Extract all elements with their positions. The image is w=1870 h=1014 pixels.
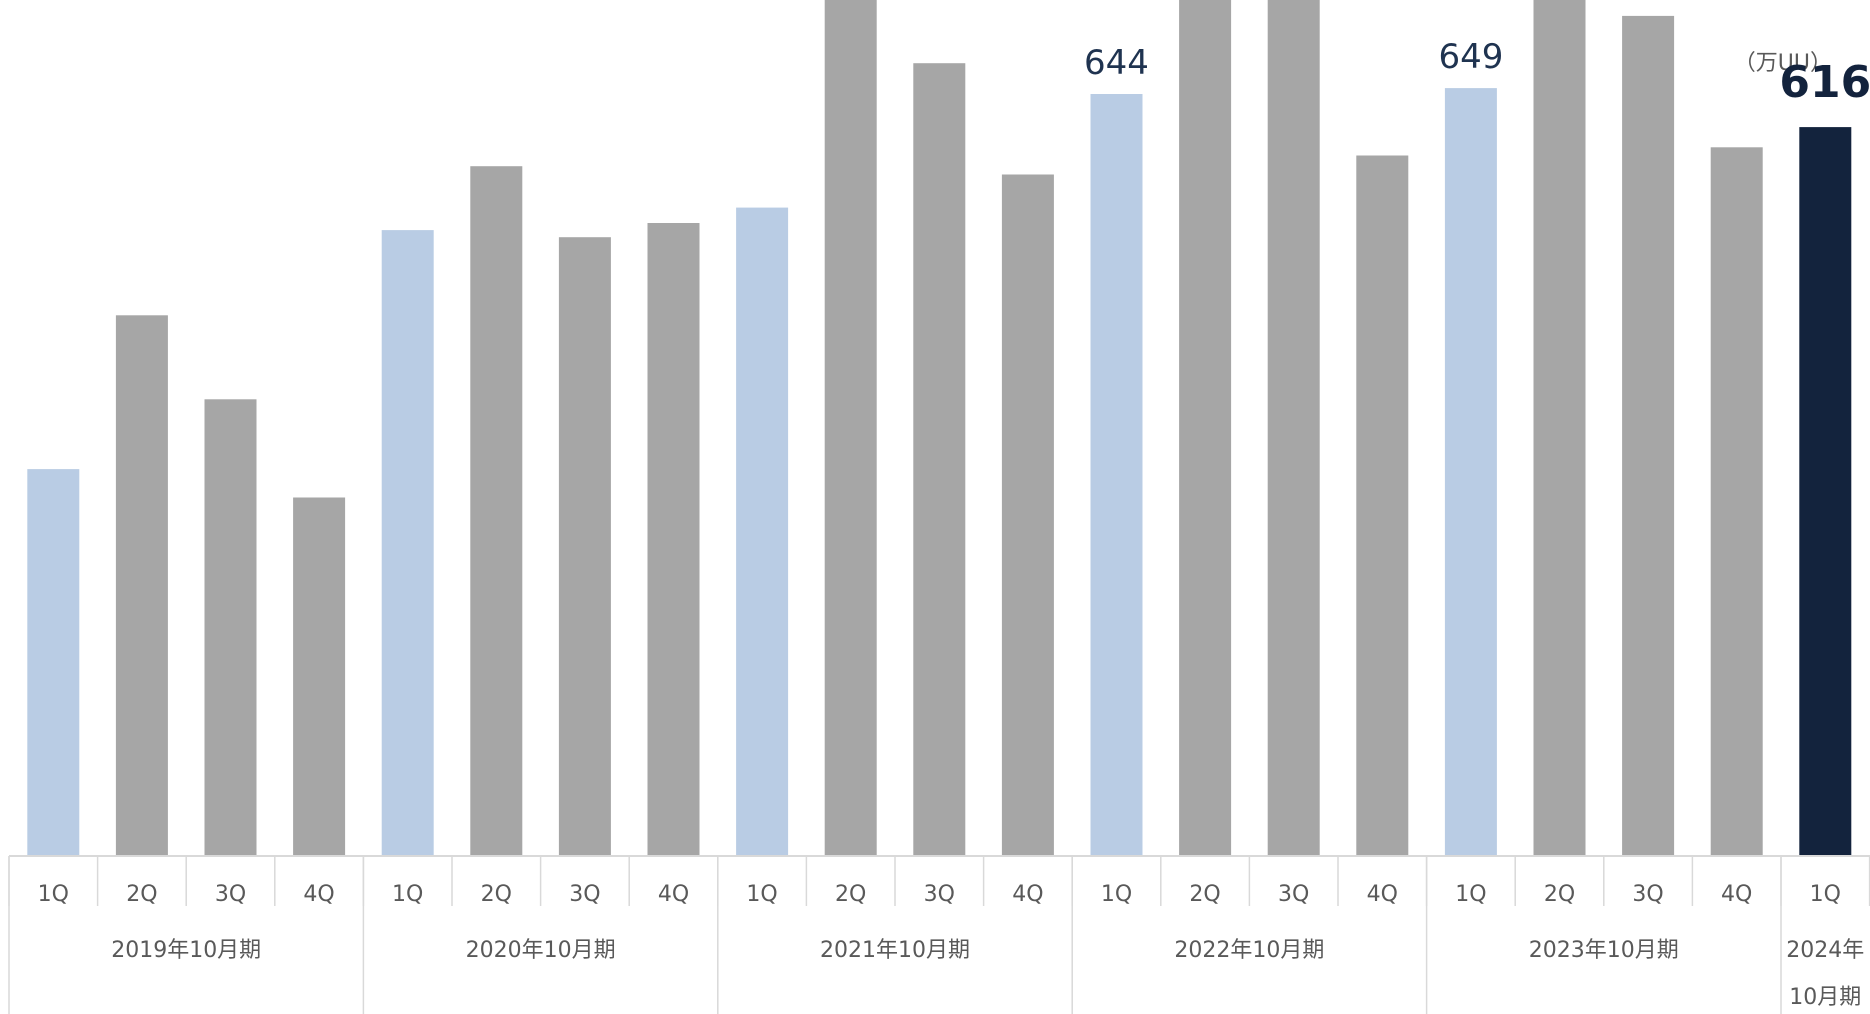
data-label-13: 644 [1084, 43, 1149, 83]
tick-label-19: 3Q [1632, 882, 1663, 907]
tick-label-21: 1Q [1810, 882, 1841, 907]
tick-label-18: 2Q [1544, 882, 1575, 907]
bar-4 [293, 497, 346, 856]
bar-10 [824, 0, 877, 857]
tick-label-12: 4Q [1012, 882, 1043, 907]
tick-label-16: 4Q [1367, 882, 1398, 907]
bar-15 [1267, 0, 1320, 857]
bar-21 [1799, 127, 1852, 857]
bar-6 [470, 166, 523, 856]
data-label-21: 616 [1779, 57, 1870, 108]
tick-label-10: 2Q [835, 882, 866, 907]
tick-label-17: 1Q [1455, 882, 1486, 907]
data-label-17: 649 [1438, 37, 1503, 77]
tick-label-7: 3Q [569, 882, 600, 907]
x-axis: 1Q 2Q 3Q 4Q 1Q 2Q 3Q 4Q 1Q 2Q 3Q 4Q 1Q 2Q 3Q 4Q 1Q 2Q 3Q 4Q… [8, 855, 1870, 1014]
bar-16 [1356, 155, 1409, 856]
tick-label-4: 4Q [303, 882, 334, 907]
bar-8 [647, 223, 700, 856]
bar-14 [1179, 0, 1232, 856]
tick-label-20: 4Q [1721, 882, 1752, 907]
bar-7 [558, 237, 611, 856]
group-label-4: 2022年10月期 [1174, 938, 1324, 963]
group-label-1: 2019年10月期 [111, 938, 261, 963]
tick-label-5: 1Q [392, 882, 423, 907]
tick-label-3: 3Q [215, 882, 246, 907]
tick-label-9: 1Q [746, 882, 777, 907]
bar-9 [736, 207, 789, 857]
bar-1 [27, 469, 80, 856]
value-labels-group: 644 649 616 [1084, 37, 1870, 108]
bar-20 [1710, 147, 1763, 857]
unit-label: （万UU） [1734, 51, 1832, 76]
tick-label-11: 3Q [924, 882, 955, 907]
tick-label-14: 2Q [1189, 882, 1220, 907]
tick-label-1: 1Q [38, 882, 69, 907]
tick-label-6: 2Q [481, 882, 512, 907]
bar-13 [1090, 94, 1143, 856]
bar-19 [1622, 15, 1675, 856]
tick-label-13: 1Q [1101, 882, 1132, 907]
group-label-3: 2021年10月期 [820, 938, 970, 963]
bar-2 [115, 315, 168, 856]
group-label-6-line-2: 10月期 [1789, 985, 1861, 1010]
bar-18 [1533, 0, 1586, 856]
bar-12 [1001, 174, 1054, 856]
bar-5 [381, 230, 434, 857]
tick-label-15: 3Q [1278, 882, 1309, 907]
tick-label-2: 2Q [126, 882, 157, 907]
bar-11 [913, 63, 966, 856]
bars-group [27, 0, 1852, 857]
group-label-5: 2023年10月期 [1529, 938, 1679, 963]
bar-17 [1444, 88, 1497, 857]
group-label-6-line-1: 2024年 [1786, 938, 1864, 963]
tick-label-8: 4Q [658, 882, 689, 907]
bar-3 [204, 399, 257, 856]
group-label-2: 2020年10月期 [466, 938, 616, 963]
